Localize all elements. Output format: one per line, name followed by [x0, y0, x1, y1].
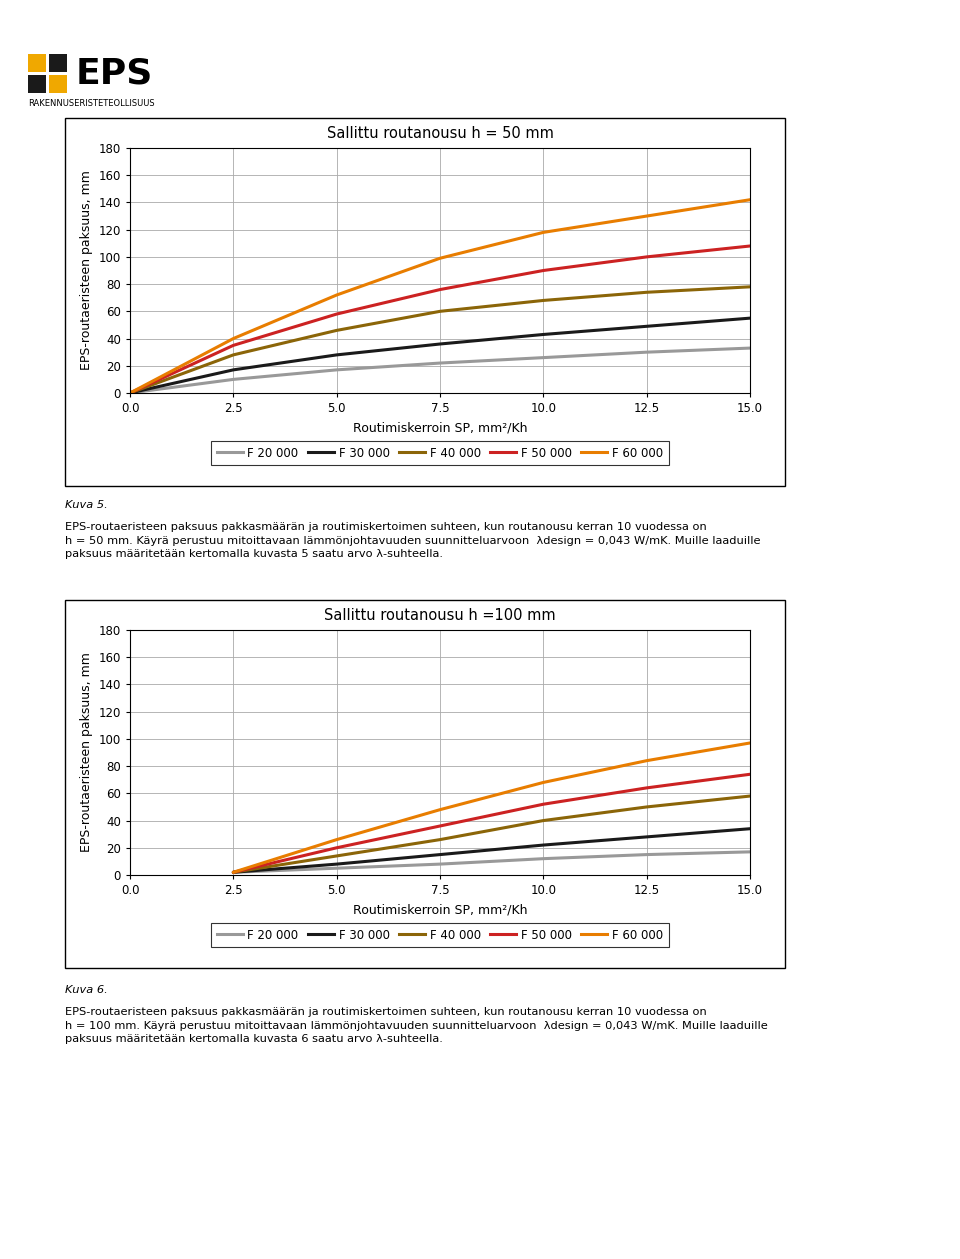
Legend: F 20 000, F 30 000, F 40 000, F 50 000, F 60 000: F 20 000, F 30 000, F 40 000, F 50 000, … — [211, 441, 669, 466]
Bar — [49, 54, 67, 72]
Y-axis label: EPS-routaeristeen paksuus, mm: EPS-routaeristeen paksuus, mm — [80, 170, 93, 370]
Text: EPS-routaeristeen paksuus pakkasmäärän ja routimiskertoimen suhteen, kun routano: EPS-routaeristeen paksuus pakkasmäärän j… — [65, 1007, 768, 1044]
Text: EPS-routaeristeen paksuus pakkasmäärän ja routimiskertoimen suhteen, kun routano: EPS-routaeristeen paksuus pakkasmäärän j… — [65, 522, 760, 559]
Text: Kuva 6.: Kuva 6. — [65, 985, 108, 995]
Text: EPS: EPS — [76, 57, 154, 91]
Bar — [28, 54, 46, 72]
Title: Sallittu routanousu h = 50 mm: Sallittu routanousu h = 50 mm — [326, 126, 553, 141]
X-axis label: Routimiskerroin SP, mm²/Kh: Routimiskerroin SP, mm²/Kh — [352, 422, 527, 434]
Title: Sallittu routanousu h =100 mm: Sallittu routanousu h =100 mm — [324, 608, 556, 623]
Bar — [28, 76, 46, 93]
Text: Kuva 5.: Kuva 5. — [65, 500, 108, 510]
Text: 16: 16 — [470, 1222, 490, 1238]
Legend: F 20 000, F 30 000, F 40 000, F 50 000, F 60 000: F 20 000, F 30 000, F 40 000, F 50 000, … — [211, 923, 669, 948]
X-axis label: Routimiskerroin SP, mm²/Kh: Routimiskerroin SP, mm²/Kh — [352, 904, 527, 917]
Text: RAKENNUSERISTETEOLLISUUS: RAKENNUSERISTETEOLLISUUS — [28, 99, 155, 108]
Bar — [49, 76, 67, 93]
Y-axis label: EPS-routaeristeen paksuus, mm: EPS-routaeristeen paksuus, mm — [80, 652, 93, 852]
